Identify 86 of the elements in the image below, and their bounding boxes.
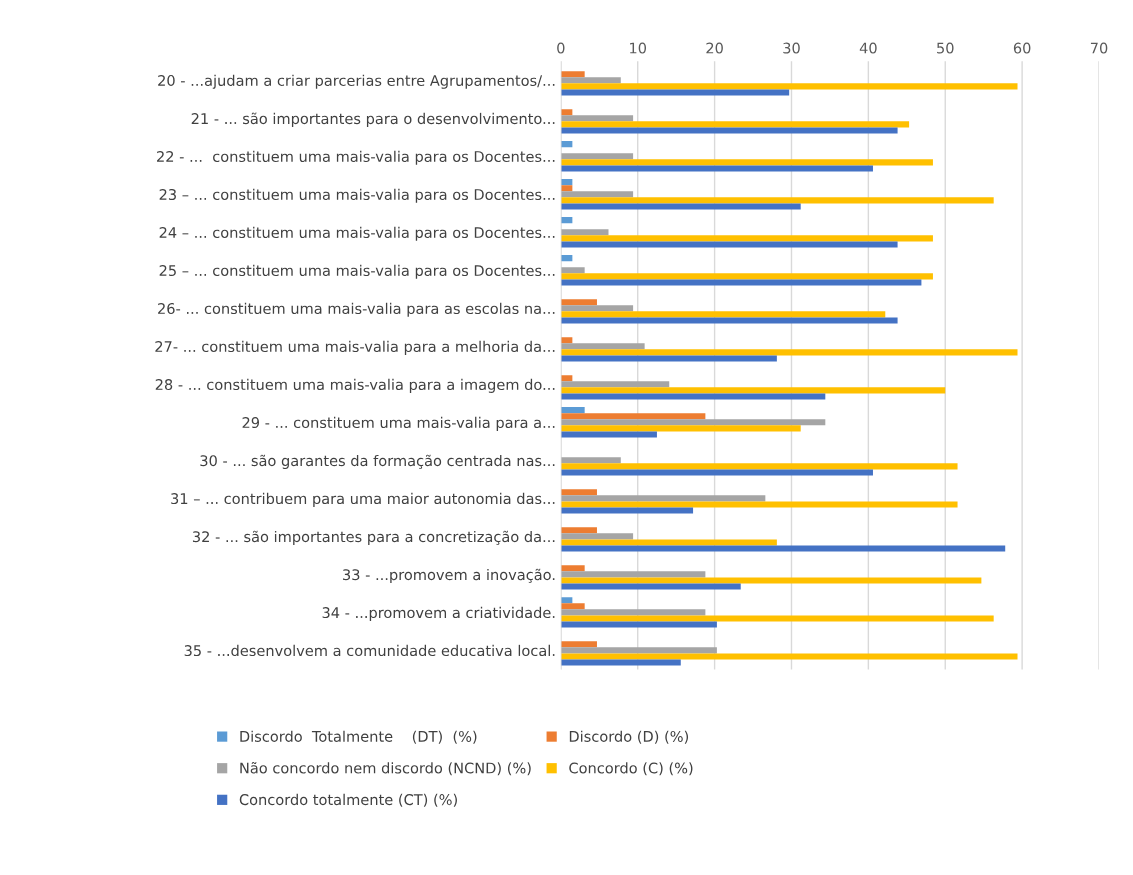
legend-label: Não concordo nem discordo (NCND) (%) xyxy=(240,761,531,776)
bar xyxy=(560,235,933,242)
x-tick-label: 10 xyxy=(630,42,647,54)
bar xyxy=(560,457,621,464)
bar xyxy=(560,431,657,438)
bar xyxy=(560,71,585,78)
bar xyxy=(560,501,958,508)
y-tick-label: 22 - ... constituem uma mais-valia para os Docentes... xyxy=(157,150,555,165)
bar xyxy=(560,527,597,534)
bar xyxy=(560,89,790,96)
legend-label: Concordo (C) (%) xyxy=(569,762,693,776)
bar xyxy=(560,425,801,432)
y-tick-label: 27- ... constituem uma mais-valia para a melhoria da... xyxy=(155,340,555,355)
bar xyxy=(560,603,585,610)
bar xyxy=(560,191,634,198)
bar xyxy=(560,115,634,122)
bar xyxy=(560,577,982,584)
bar xyxy=(560,229,609,236)
bar xyxy=(560,571,706,578)
bar xyxy=(560,241,898,248)
bar xyxy=(560,609,706,616)
bar xyxy=(560,539,777,546)
bar xyxy=(560,197,994,204)
y-tick-label: 21 - ... são importantes para o desenvolvimento... xyxy=(191,112,555,127)
bar xyxy=(560,127,898,134)
bar xyxy=(560,77,621,84)
legend-label: Concordo totalmente (CT) (%) xyxy=(239,793,457,807)
bar xyxy=(560,533,634,540)
bar xyxy=(560,615,994,622)
bar xyxy=(560,305,634,312)
bar xyxy=(560,621,717,628)
y-tick-label: 32 - ... são importantes para a concretização da... xyxy=(192,530,555,546)
x-tick-label: 70 xyxy=(1090,42,1108,54)
bar xyxy=(560,393,826,400)
x-tick-label: 30 xyxy=(783,42,800,54)
y-tick-label: 20 - ...ajudam a criar parcerias entre Agrupamentos/... xyxy=(158,74,555,89)
bar xyxy=(560,469,873,476)
y-tick-label: 31 – ... contribuem para uma maior autonomia das... xyxy=(171,492,555,507)
legend-label: Discordo Totalmente (DT) (%) xyxy=(240,730,477,744)
bar xyxy=(560,343,645,350)
y-tick-label: 34 - ...promovem a criatividade. xyxy=(322,606,555,621)
bar xyxy=(560,463,958,470)
bar xyxy=(560,165,873,172)
bar xyxy=(560,489,597,496)
bar xyxy=(560,583,741,590)
y-tick-label: 23 – ... constituem uma mais-valia para os Docentes... xyxy=(159,188,555,203)
bar xyxy=(560,419,826,426)
y-tick-label: 25 – ... constituem uma mais-valia para os Docentes... xyxy=(159,264,555,279)
bar xyxy=(560,413,706,420)
bar xyxy=(560,159,933,166)
bar xyxy=(560,355,777,362)
bar xyxy=(560,153,634,160)
bar xyxy=(560,267,585,274)
bar xyxy=(560,273,933,280)
bar xyxy=(560,381,670,388)
bar xyxy=(560,121,910,128)
y-tick-label: 35 - ...desenvolvem a comunidade educativa local. xyxy=(184,644,555,657)
bar xyxy=(560,545,1006,552)
bar xyxy=(560,495,766,502)
bar xyxy=(560,203,801,210)
bar xyxy=(560,641,597,648)
y-tick-label: 29 - ... constituem uma mais-valia para a... xyxy=(242,416,555,431)
x-tick-label: 60 xyxy=(1013,42,1031,54)
y-tick-label: 24 – ... constituem uma mais-valia para os Docentes... xyxy=(159,226,555,241)
bar xyxy=(560,659,681,666)
y-tick-label: 28 - ... constituem uma mais-valia para a imagem do... xyxy=(155,378,555,393)
bar xyxy=(560,647,717,654)
bar xyxy=(560,311,886,318)
bar xyxy=(560,507,694,514)
x-tick-label: 0 xyxy=(557,42,565,54)
y-tick-label: 33 - ...promovem a inovação. xyxy=(343,568,555,584)
x-tick-label: 20 xyxy=(706,42,723,54)
bar xyxy=(560,317,898,324)
y-tick-label: 30 - ... são garantes da formação centrada nas... xyxy=(200,454,555,470)
bar xyxy=(560,653,1018,660)
bar xyxy=(560,349,1018,356)
bar xyxy=(560,565,585,572)
bar xyxy=(560,83,1018,90)
y-tick-label: 26- ... constituem uma mais-valia para as escolas na... xyxy=(158,302,555,317)
bar xyxy=(560,407,585,414)
bar xyxy=(560,279,922,286)
x-tick-label: 50 xyxy=(937,42,954,54)
legend-label: Discordo (D) (%) xyxy=(569,730,689,744)
bar xyxy=(560,387,946,394)
bar xyxy=(560,299,597,306)
x-tick-label: 40 xyxy=(859,42,877,54)
